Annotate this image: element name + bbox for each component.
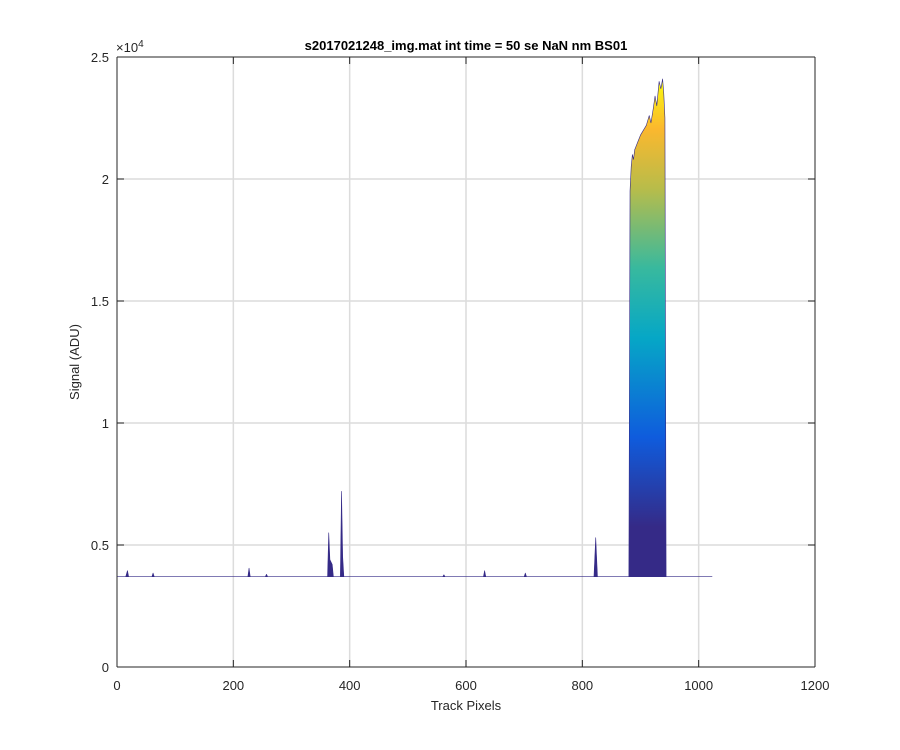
x-tick-label-6: 1200	[801, 678, 830, 693]
x-axis-title: Track Pixels	[431, 698, 502, 713]
y-tick-label-4: 2	[102, 172, 109, 187]
x-tick-label-1: 200	[222, 678, 244, 693]
x-tick-label-2: 400	[339, 678, 361, 693]
y-tick-label-5: 2.5	[91, 50, 109, 65]
y-tick-label-1: 0.5	[91, 538, 109, 553]
y-exponent-label: ×104	[116, 39, 144, 56]
x-tick-label-4: 800	[571, 678, 593, 693]
chart-title: s2017021248_img.mat int time = 50 se NaN…	[305, 38, 628, 53]
y-tick-label-3: 1.5	[91, 294, 109, 309]
y-exponent: 4	[138, 39, 144, 50]
x-tick-label-5: 1000	[684, 678, 713, 693]
x-tick-label-0: 0	[113, 678, 120, 693]
y-tick-label-2: 1	[102, 416, 109, 431]
x-tick-label-3: 600	[455, 678, 477, 693]
y-axis-title: Signal (ADU)	[67, 324, 82, 400]
y-tick-label-0: 0	[102, 660, 109, 675]
series-area	[116, 78, 713, 578]
axes	[116, 56, 816, 668]
series-0-area	[116, 78, 713, 578]
tick-labels: 0 200 400 600 800 1000 1200 0 0.5 1 1.5 2 2.5	[91, 50, 830, 693]
grid-lines	[117, 57, 815, 667]
